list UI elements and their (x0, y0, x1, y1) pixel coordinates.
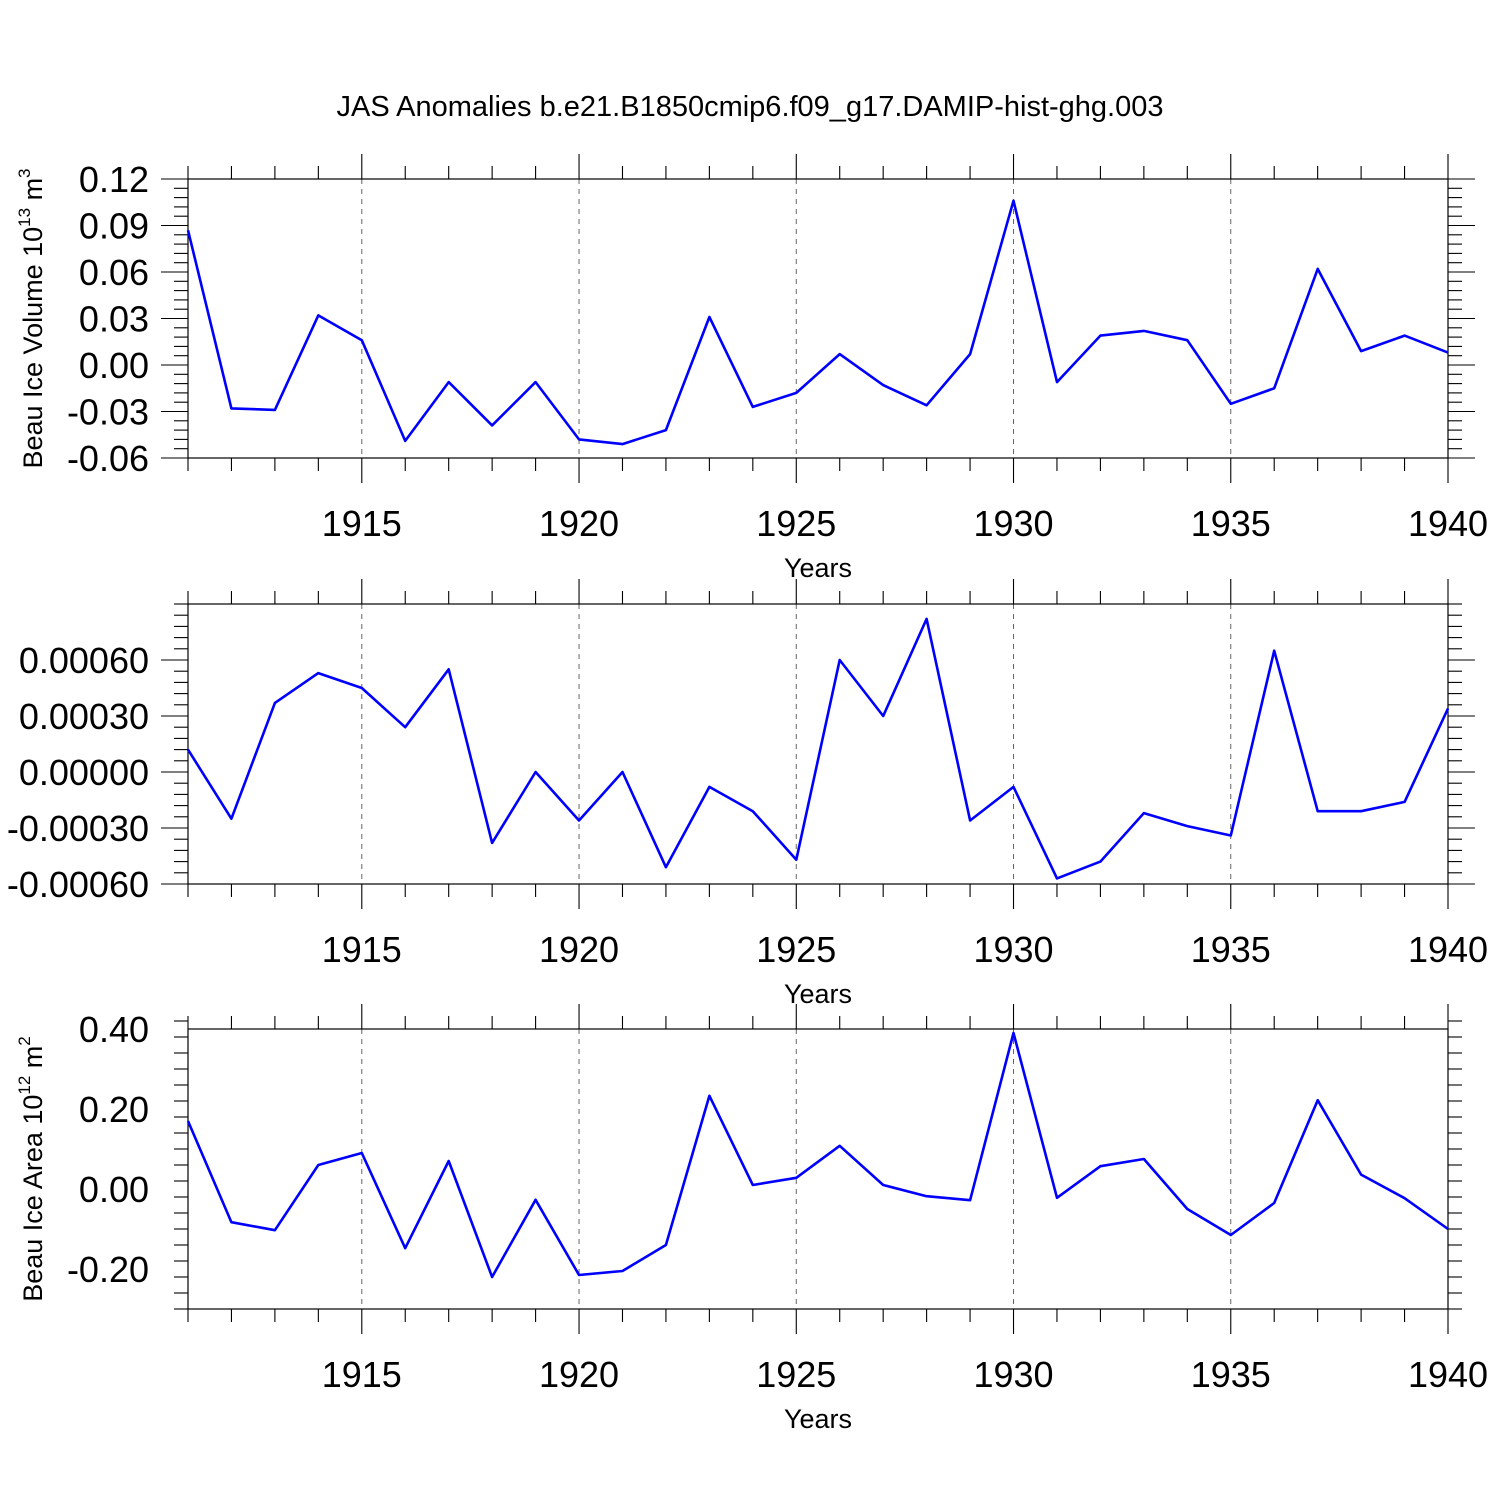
y-tick-label: 0.00030 (19, 696, 149, 737)
x-axis-title: Years (784, 553, 852, 583)
x-tick-label: 1925 (756, 929, 836, 970)
x-tick-label: 1930 (973, 503, 1053, 544)
x-axis-title: Years (784, 979, 852, 1009)
y-tick-label: 0.00060 (19, 640, 149, 681)
y-axis-title: Beau Ice Volume 1013 m3 (15, 168, 48, 468)
chart-panels: -0.06 -0.03 0.00 0.03 0.06 0.09 0.12 1915 1920 19… (7, 154, 1488, 1434)
y-tick-label: -0.00060 (7, 864, 149, 905)
panel-3: -0.20 0.00 0.20 0.40 1915 1920 1925 1930 1935 194… (15, 1004, 1488, 1434)
y-tick-label: 0.20 (79, 1089, 149, 1130)
x-tick-label: 1920 (539, 503, 619, 544)
y-tick-label: -0.00030 (7, 808, 149, 849)
x-tick-label: 1925 (756, 503, 836, 544)
series-line (186, 1031, 1449, 1279)
y-tick-label: 0.09 (79, 206, 149, 247)
panel-2: -0.00060 -0.00030 0.00000 0.00030 0.00060 191… (7, 579, 1488, 1009)
plot-frame (187, 1028, 1449, 1310)
y-tick-label: 0.00000 (19, 752, 149, 793)
y-tick-label: 0.06 (79, 252, 149, 293)
x-axis-title: Years (784, 1404, 852, 1434)
x-tick-label: 1935 (1191, 929, 1271, 970)
y-axis-title: Beau Ice Area 1012 m2 (15, 1036, 48, 1302)
panel-1: -0.06 -0.03 0.00 0.03 0.06 0.09 0.12 1915 1920 19… (15, 154, 1488, 583)
y-tick-label: 0.00 (79, 1169, 149, 1210)
y-tick-label: -0.06 (67, 438, 149, 479)
x-tick-label: 1930 (973, 929, 1053, 970)
x-tick-label: 1940 (1408, 503, 1488, 544)
y-tick-label: 0.12 (79, 159, 149, 200)
x-tick-label: 1915 (322, 929, 402, 970)
x-tick-label: 1940 (1408, 929, 1488, 970)
x-tick-label: 1915 (322, 1354, 402, 1395)
plot-frame (187, 603, 1449, 885)
y-tick-label: 0.00 (79, 345, 149, 386)
series-line (186, 199, 1449, 446)
y-tick-label: -0.03 (67, 392, 149, 433)
series-line (186, 617, 1450, 880)
plot-frame (187, 178, 1449, 459)
x-tick-label: 1925 (756, 1354, 836, 1395)
x-tick-label: 1920 (539, 1354, 619, 1395)
x-tick-label: 1935 (1191, 503, 1271, 544)
x-tick-label: 1935 (1191, 1354, 1271, 1395)
y-tick-label: -0.20 (67, 1249, 149, 1290)
x-tick-label: 1940 (1408, 1354, 1488, 1395)
y-tick-label: 0.40 (79, 1009, 149, 1050)
y-tick-label: 0.03 (79, 299, 149, 340)
x-tick-label: 1915 (322, 503, 402, 544)
chart-title: JAS Anomalies b.e21.B1850cmip6.f09_g17.D… (337, 91, 1164, 123)
x-tick-label: 1920 (539, 929, 619, 970)
x-tick-label: 1930 (973, 1354, 1053, 1395)
